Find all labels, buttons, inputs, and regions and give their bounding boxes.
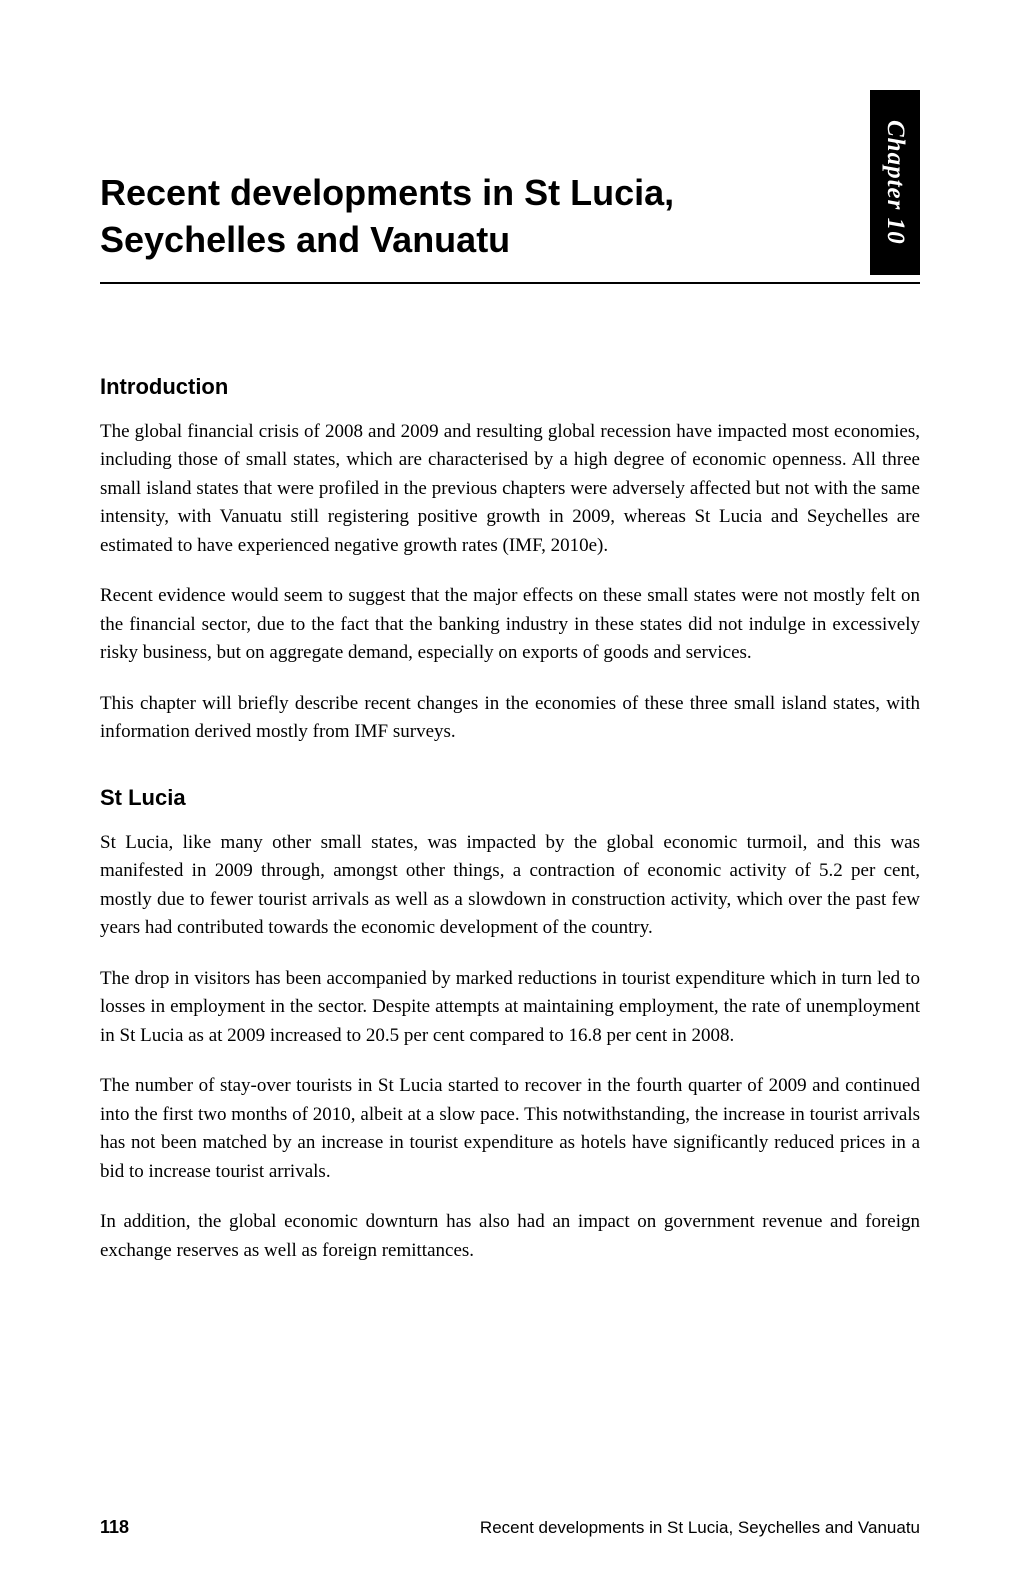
page-number: 118 [100,1517,129,1538]
body-paragraph: The global financial crisis of 2008 and … [100,418,920,561]
body-paragraph: In addition, the global economic downtur… [100,1208,920,1265]
section-heading-introduction: Introduction [100,374,920,400]
body-paragraph: Recent evidence would seem to suggest th… [100,582,920,668]
chapter-title: Recent developments in St Lucia, Seychel… [100,170,920,264]
chapter-tab: Chapter 10 [870,90,920,275]
title-underline [100,282,920,284]
section-heading-stlucia: St Lucia [100,785,920,811]
body-paragraph: St Lucia, like many other small states, … [100,829,920,943]
body-paragraph: The drop in visitors has been accompanie… [100,965,920,1051]
body-paragraph: This chapter will briefly describe recen… [100,690,920,747]
body-paragraph: The number of stay-over tourists in St L… [100,1072,920,1186]
chapter-tab-label: Chapter 10 [881,120,909,245]
page-footer: 118 Recent developments in St Lucia, Sey… [100,1517,920,1538]
footer-running-title: Recent developments in St Lucia, Seychel… [480,1518,920,1538]
